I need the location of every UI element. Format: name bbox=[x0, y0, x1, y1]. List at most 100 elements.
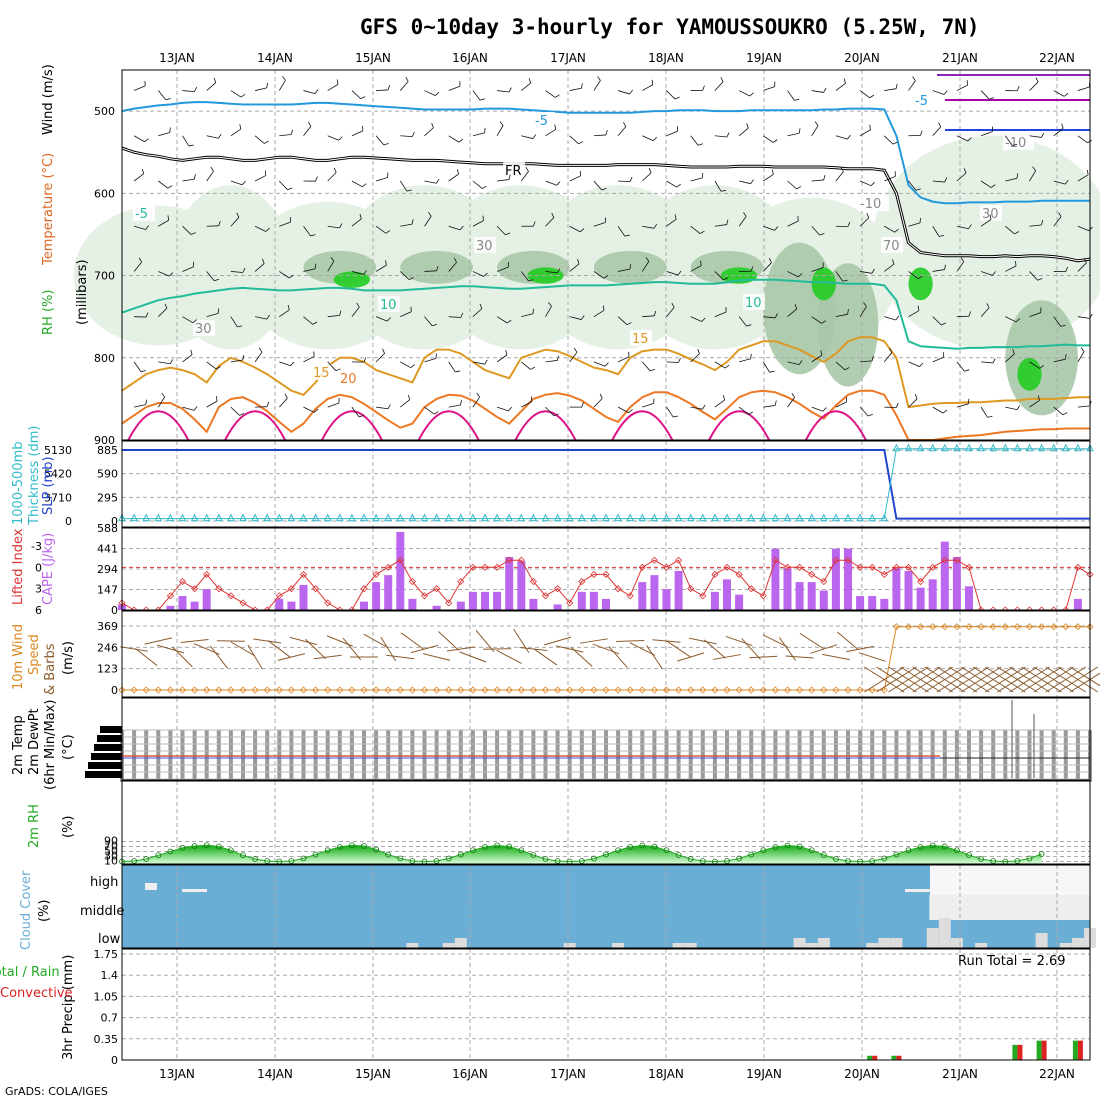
li-marker bbox=[929, 563, 937, 571]
wind-barb bbox=[884, 175, 896, 182]
wind-marker bbox=[275, 686, 283, 694]
wind-tick: 369 bbox=[97, 620, 118, 633]
wind-barb bbox=[1005, 265, 1017, 272]
wind-marker bbox=[771, 686, 779, 694]
wind-barb bbox=[230, 359, 243, 363]
wind-barb bbox=[472, 271, 484, 277]
wind-unit-label: (m/s) bbox=[61, 641, 76, 675]
wind-barb bbox=[279, 361, 291, 367]
wind-barb-tick bbox=[138, 257, 142, 263]
wind-barb-tick bbox=[266, 82, 268, 88]
wind-barb-tick bbox=[194, 86, 198, 92]
cape-li-panel: 588 441 294 147 0 -3 0 3 6 bbox=[31, 522, 1094, 617]
wind-barb-tick bbox=[1064, 179, 1069, 185]
wind-barb bbox=[932, 406, 944, 414]
contour-label-bg bbox=[913, 92, 935, 108]
wind-barb-tick bbox=[383, 142, 389, 146]
rain-bar bbox=[891, 1055, 897, 1060]
wind-barb bbox=[255, 316, 267, 320]
contour-label: FR bbox=[505, 164, 522, 179]
wind-barb bbox=[448, 262, 457, 272]
li-marker bbox=[203, 570, 211, 579]
thickness-marker bbox=[408, 513, 417, 522]
thickness-marker bbox=[505, 513, 514, 522]
surface-barb bbox=[762, 634, 789, 648]
wind-barb-tick bbox=[382, 348, 385, 354]
wind-marker bbox=[868, 686, 876, 694]
li-marker bbox=[614, 585, 622, 593]
wind-barb bbox=[279, 309, 290, 317]
wind-marker bbox=[675, 686, 683, 694]
wind-barb bbox=[932, 356, 944, 363]
wind-marker bbox=[662, 686, 671, 694]
wind-barb-tick bbox=[161, 392, 165, 398]
wind-barb bbox=[1005, 406, 1018, 410]
wind-barb bbox=[1029, 271, 1038, 281]
isotherm-25 bbox=[127, 410, 190, 441]
wind-marker bbox=[469, 686, 477, 694]
wind-barb bbox=[303, 356, 315, 363]
rh-marker bbox=[917, 844, 924, 850]
pressure-tick-800: 800 bbox=[94, 352, 115, 365]
wind-barb bbox=[956, 225, 969, 230]
low-cloud-bar bbox=[454, 938, 467, 948]
wind-marker bbox=[384, 686, 392, 694]
thickness-marker bbox=[590, 513, 598, 522]
surface-barb bbox=[342, 637, 362, 661]
wind-barb-tick bbox=[435, 178, 440, 184]
rh-marker bbox=[736, 855, 742, 862]
wind-barb-tick bbox=[362, 183, 367, 188]
wind-barb-tick bbox=[1058, 212, 1062, 217]
surface-barb bbox=[180, 639, 209, 643]
wind-marker bbox=[505, 686, 513, 694]
cape-bar bbox=[844, 548, 852, 610]
thickness-tick: 5130 bbox=[44, 444, 72, 457]
wind-barb-tick bbox=[241, 180, 246, 186]
wind-barb-tick bbox=[842, 279, 848, 282]
thickness-marker bbox=[299, 513, 308, 522]
wind-barb bbox=[545, 217, 555, 227]
wind-marker bbox=[348, 686, 356, 694]
li-marker bbox=[771, 556, 779, 564]
bottom-date-20JAN: 20JAN bbox=[844, 1067, 880, 1081]
rh2m-label: 2m RH bbox=[27, 804, 42, 848]
thickness-marker bbox=[844, 513, 852, 522]
cape-bar bbox=[880, 598, 889, 610]
top-date-14JAN: 14JAN bbox=[257, 51, 293, 65]
wind-barb bbox=[279, 397, 288, 408]
li-marker bbox=[554, 585, 562, 593]
thickness-marker bbox=[892, 443, 901, 452]
thickness-marker bbox=[759, 513, 768, 522]
cape-bar bbox=[372, 582, 381, 610]
wind-barb-tick bbox=[577, 259, 580, 265]
thickness-marker bbox=[686, 513, 695, 522]
wind-marker bbox=[953, 623, 961, 631]
temp2m-unit-label: (°C) bbox=[61, 734, 76, 760]
wind-barb bbox=[1053, 406, 1064, 416]
wind-tick: 123 bbox=[97, 663, 118, 676]
rh-marker bbox=[978, 856, 984, 862]
wind-barb bbox=[375, 135, 385, 146]
wind-barb-tick bbox=[580, 228, 585, 233]
temp-tick-block bbox=[94, 744, 122, 751]
wind-barb bbox=[932, 180, 945, 183]
wind-barb bbox=[424, 270, 437, 272]
temp-tick-block bbox=[100, 726, 122, 733]
wind-barb-tick bbox=[652, 136, 658, 141]
surface-barb-dense bbox=[960, 666, 1002, 693]
contour-label: 10 bbox=[745, 296, 762, 311]
wind-barb bbox=[230, 406, 240, 416]
wind-barb bbox=[327, 135, 339, 141]
rh-tick: 10 bbox=[104, 855, 118, 868]
surface-barb bbox=[289, 636, 318, 646]
wind-barb-tick bbox=[895, 315, 900, 321]
wind-barb-tick bbox=[282, 76, 286, 81]
wind-marker bbox=[1013, 623, 1021, 631]
wind-barb bbox=[206, 361, 217, 370]
wind-barb bbox=[1029, 170, 1037, 182]
wind-marker bbox=[336, 686, 344, 694]
wind-barb bbox=[496, 316, 508, 324]
wind-barb bbox=[230, 128, 242, 137]
wind-barb bbox=[956, 84, 968, 91]
isotherm-25 bbox=[805, 410, 867, 441]
